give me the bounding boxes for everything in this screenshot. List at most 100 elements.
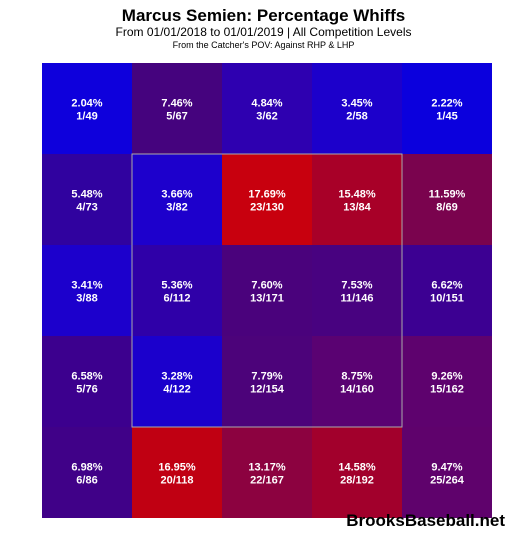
cell-percentage-label: 8.75% (341, 371, 372, 383)
cell-count-label: 20/118 (160, 475, 193, 487)
heatmap-cell-fill (312, 427, 402, 518)
heatmap-cell-fill (222, 63, 312, 154)
heatmap-cell-fill (132, 336, 222, 427)
cell-percentage-label: 5.48% (71, 189, 102, 201)
heatmap-cell-fill (132, 245, 222, 336)
heatmap-cell-fill (402, 336, 492, 427)
heatmap-cell: 9.26%15/162 (402, 336, 492, 427)
heatmap-cell: 5.48%4/73 (42, 154, 132, 245)
cell-count-label: 1/49 (76, 111, 97, 123)
cell-count-label: 10/151 (430, 293, 464, 305)
heatmap-cell-fill (42, 427, 132, 518)
heatmap-cell-fill (132, 63, 222, 154)
heatmap-cell-fill (312, 245, 402, 336)
cell-percentage-label: 3.41% (71, 280, 102, 292)
heatmap-cell-fill (42, 63, 132, 154)
heatmap-cell-fill (222, 336, 312, 427)
heatmap-cell: 16.95%20/118 (132, 427, 222, 518)
heatmap-cell: 8.75%14/160 (312, 336, 402, 427)
cell-percentage-label: 6.58% (71, 371, 102, 383)
cell-count-label: 1/45 (436, 111, 457, 123)
cell-count-label: 3/88 (76, 293, 97, 305)
heatmap-cell: 6.58%5/76 (42, 336, 132, 427)
heatmap-cell: 7.60%13/171 (222, 245, 312, 336)
cell-count-label: 6/112 (164, 293, 191, 305)
cell-count-label: 13/171 (250, 293, 284, 305)
cell-count-label: 5/76 (76, 384, 97, 396)
heatmap-cell: 7.53%11/146 (312, 245, 402, 336)
heatmap-cell: 17.69%23/130 (222, 154, 312, 245)
heatmap-cell: 14.58%28/192 (312, 427, 402, 518)
heatmap-cell: 11.59%8/69 (402, 154, 492, 245)
cell-count-label: 25/264 (430, 475, 465, 487)
cell-percentage-label: 17.69% (248, 189, 286, 201)
cell-percentage-label: 3.28% (161, 371, 192, 383)
heatmap-cell-fill (312, 154, 402, 245)
heatmap-cell-fill (402, 427, 492, 518)
cell-percentage-label: 7.53% (341, 280, 372, 292)
cell-percentage-label: 3.66% (161, 189, 192, 201)
heatmap-cells: 2.04%1/497.46%5/674.84%3/623.45%2/582.22… (42, 63, 492, 518)
heatmap-cell-fill (312, 63, 402, 154)
cell-percentage-label: 6.98% (71, 462, 102, 474)
cell-percentage-label: 9.47% (431, 462, 462, 474)
cell-count-label: 3/82 (166, 202, 187, 214)
cell-percentage-label: 2.04% (71, 98, 102, 110)
cell-count-label: 15/162 (430, 384, 464, 396)
cell-percentage-label: 7.46% (161, 98, 192, 110)
heatmap-cell-fill (132, 427, 222, 518)
cell-count-label: 23/130 (250, 202, 284, 214)
cell-percentage-label: 7.79% (251, 371, 282, 383)
heatmap-cell: 4.84%3/62 (222, 63, 312, 154)
heatmap-cell: 2.22%1/45 (402, 63, 492, 154)
cell-percentage-label: 4.84% (251, 98, 282, 110)
heatmap-cell-fill (42, 245, 132, 336)
cell-count-label: 4/73 (76, 202, 97, 214)
chart-subtitle: From 01/01/2018 to 01/01/2019 | All Comp… (115, 25, 412, 39)
chart-note: From the Catcher's POV: Against RHP & LH… (172, 40, 355, 50)
heatmap-cell: 7.79%12/154 (222, 336, 312, 427)
cell-count-label: 3/62 (256, 111, 277, 123)
cell-percentage-label: 5.36% (161, 280, 192, 292)
cell-percentage-label: 13.17% (248, 462, 286, 474)
heatmap-cell-fill (402, 245, 492, 336)
heatmap-cell-fill (312, 336, 402, 427)
heatmap-cell: 6.62%10/151 (402, 245, 492, 336)
cell-count-label: 13/84 (343, 202, 371, 214)
heatmap-cell: 9.47%25/264 (402, 427, 492, 518)
cell-count-label: 2/58 (346, 111, 367, 123)
cell-percentage-label: 16.95% (158, 462, 196, 474)
heatmap-cell: 7.46%5/67 (132, 63, 222, 154)
cell-count-label: 6/86 (76, 475, 97, 487)
heatmap-cell-fill (402, 63, 492, 154)
cell-percentage-label: 2.22% (431, 98, 462, 110)
cell-count-label: 22/167 (250, 475, 284, 487)
heatmap-cell-fill (402, 154, 492, 245)
heatmap-cell-fill (222, 245, 312, 336)
cell-percentage-label: 14.58% (338, 462, 376, 474)
heatmap-cell: 15.48%13/84 (312, 154, 402, 245)
cell-count-label: 8/69 (436, 202, 457, 214)
cell-percentage-label: 6.62% (431, 280, 462, 292)
heatmap-cell: 3.41%3/88 (42, 245, 132, 336)
cell-percentage-label: 7.60% (251, 280, 282, 292)
cell-count-label: 5/67 (166, 111, 187, 123)
heatmap-cell-fill (42, 336, 132, 427)
heatmap-cell: 2.04%1/49 (42, 63, 132, 154)
heatmap-cell: 3.45%2/58 (312, 63, 402, 154)
cell-percentage-label: 3.45% (341, 98, 372, 110)
cell-percentage-label: 15.48% (338, 189, 376, 201)
heatmap-cell: 5.36%6/112 (132, 245, 222, 336)
cell-percentage-label: 9.26% (431, 371, 462, 383)
cell-count-label: 14/160 (340, 384, 374, 396)
cell-count-label: 28/192 (340, 475, 374, 487)
heatmap-cell: 6.98%6/86 (42, 427, 132, 518)
heatmap-cell-fill (222, 154, 312, 245)
chart-title: Marcus Semien: Percentage Whiffs (121, 6, 406, 25)
heatmap-cell: 3.66%3/82 (132, 154, 222, 245)
heatmap-cell-fill (222, 427, 312, 518)
cell-count-label: 11/146 (340, 293, 373, 305)
cell-count-label: 4/122 (163, 384, 191, 396)
cell-percentage-label: 11.59% (429, 189, 466, 201)
